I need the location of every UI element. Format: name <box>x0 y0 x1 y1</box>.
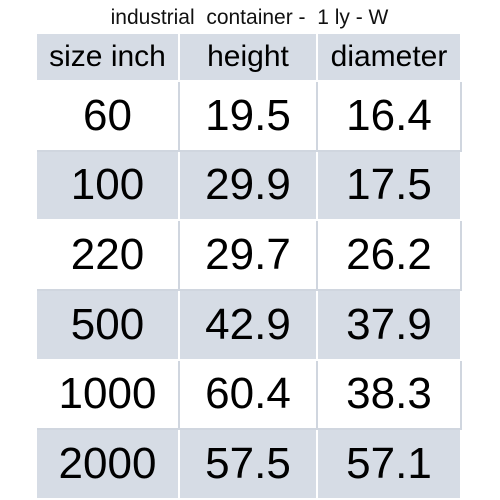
table-cell: 2000 <box>37 430 180 500</box>
table-cell: 26.2 <box>318 221 462 291</box>
table-cell: 37.9 <box>318 290 462 361</box>
table-title: industrial container - 1 ly - W <box>110 6 389 29</box>
table-cell: 57.1 <box>318 430 462 500</box>
table-cell: 500 <box>37 290 180 361</box>
table-cell: 17.5 <box>318 151 462 222</box>
header-cell: diameter <box>318 34 462 82</box>
header-cell: size inch <box>37 34 180 82</box>
table-cell: 29.7 <box>180 221 318 291</box>
table: size inch height diameter 60 19.5 16.4 100 29.9… <box>37 34 462 500</box>
table-cell: 1000 <box>37 360 180 431</box>
table-cell: 19.5 <box>180 82 318 152</box>
table-cell: 220 <box>37 221 180 291</box>
table-cell: 57.5 <box>180 430 318 500</box>
table-cell: 100 <box>37 151 180 222</box>
header-cell: height <box>180 34 318 82</box>
table-cell: 60.4 <box>180 360 318 431</box>
table-cell: 38.3 <box>318 360 462 431</box>
table-cell: 16.4 <box>318 82 462 152</box>
table-cell: 29.9 <box>180 151 318 222</box>
table-cell: 42.9 <box>180 290 318 361</box>
table-cell: 60 <box>37 82 180 152</box>
